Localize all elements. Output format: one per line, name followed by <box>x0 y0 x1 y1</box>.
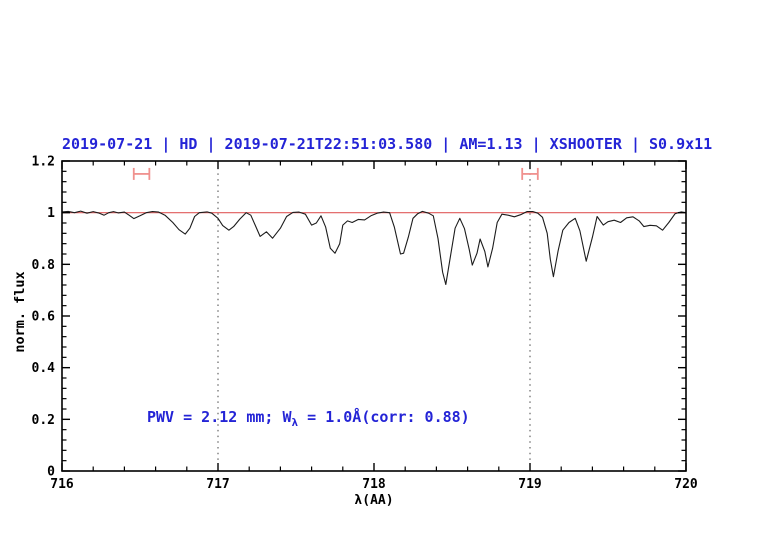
y-tick-label: 0.8 <box>32 258 56 273</box>
y-tick-label: 0.4 <box>32 361 56 376</box>
pwv-annotation: PWV = 2.12 mm; Wλ = 1.0Å(corr: 0.88) <box>147 408 470 429</box>
spectrum-polyline <box>61 210 687 286</box>
y-tick-label: 1 <box>47 206 55 221</box>
y-tick-label: 0 <box>47 465 55 480</box>
annotation-pre: PWV = 2.12 mm; W <box>147 408 292 426</box>
y-tick-label: 0.6 <box>32 310 56 325</box>
y-axis-label: norm. flux <box>12 271 28 353</box>
y-tick-label: 1.2 <box>32 155 55 170</box>
x-tick-label: 717 <box>206 477 229 492</box>
plot-title: 2019-07-21 | HD | 2019-07-21T22:51:03.58… <box>62 135 713 153</box>
annotation-post: = 1.0Å(corr: 0.88) <box>298 408 470 426</box>
annotation-lambda-subscript: λ <box>291 416 299 429</box>
x-tick-label: 716 <box>50 477 74 492</box>
x-tick-label: 719 <box>518 477 541 492</box>
y-tick-label: 0.2 <box>32 413 55 428</box>
x-tick-label: 720 <box>674 477 698 492</box>
x-axis-label: λ(AA) <box>354 493 394 508</box>
x-tick-label: 718 <box>362 477 386 492</box>
